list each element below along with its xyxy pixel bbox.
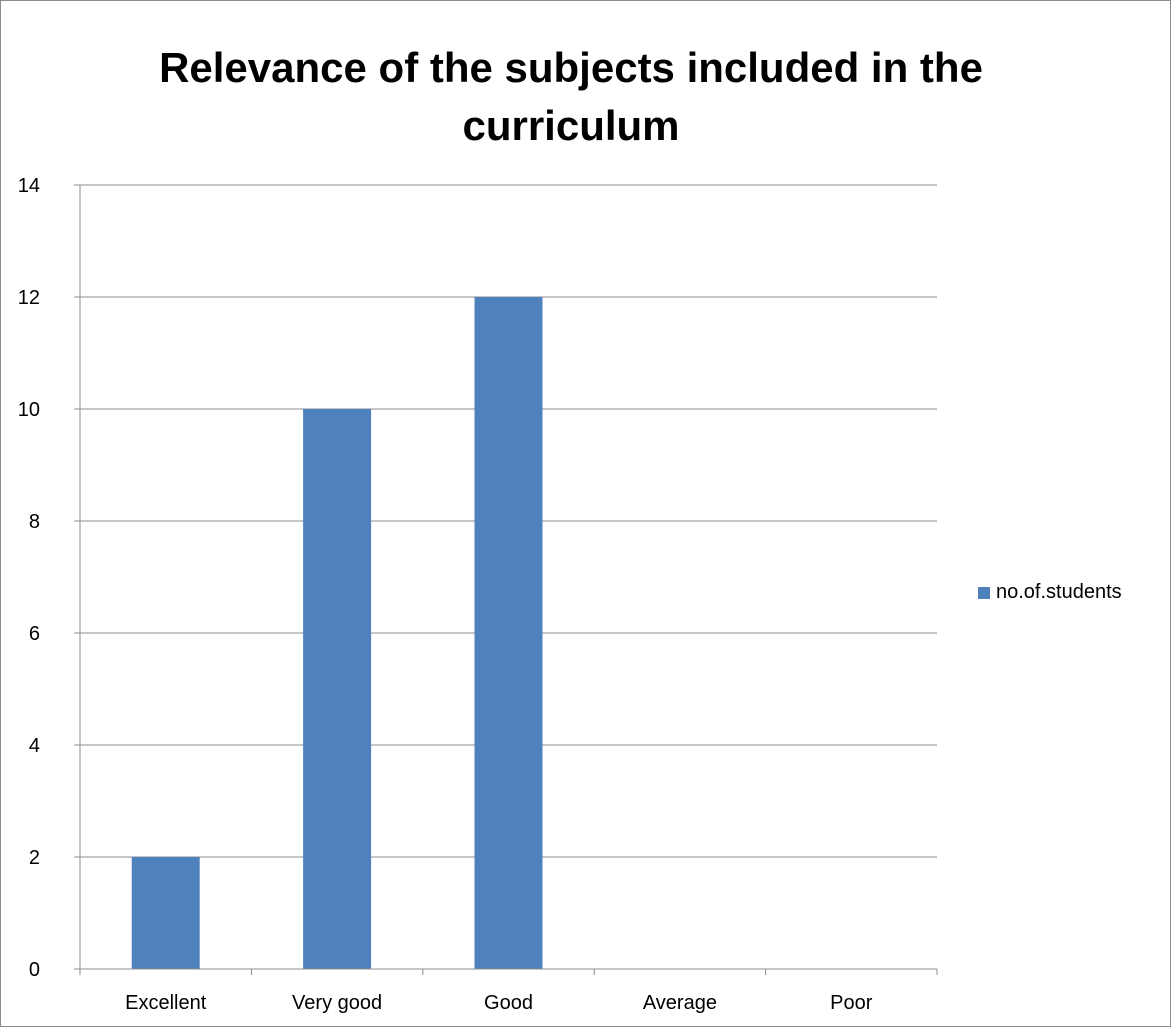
legend-label: no.of.students [996, 581, 1122, 603]
x-tick-label: Very good [292, 992, 382, 1014]
x-tick-label: Poor [830, 992, 873, 1014]
y-tick-label: 6 [29, 623, 40, 645]
y-tick-label: 0 [29, 959, 40, 981]
axes [79, 185, 938, 975]
y-tick-label: 10 [18, 399, 40, 421]
y-tick-labels: 0 2 4 6 8 10 12 14 [18, 175, 40, 981]
x-tick-labels: Excellent Very good Good Average Poor [125, 992, 873, 1014]
bars [131, 297, 543, 969]
bar [474, 297, 543, 969]
x-tick-label: Average [643, 992, 717, 1014]
legend-swatch [978, 586, 990, 599]
chart-title: Relevance of the subjects included in th… [159, 44, 983, 149]
x-tick-label: Excellent [125, 992, 207, 1014]
x-tick-label: Good [484, 992, 533, 1014]
y-tick-label: 4 [29, 735, 40, 757]
bar [303, 409, 372, 969]
y-tick-label: 8 [29, 511, 40, 533]
y-tick-label: 12 [18, 287, 40, 309]
bar [131, 857, 200, 969]
legend: no.of.students [978, 581, 1122, 604]
y-tick-label: 14 [18, 175, 40, 197]
y-tick-label: 2 [29, 847, 40, 869]
